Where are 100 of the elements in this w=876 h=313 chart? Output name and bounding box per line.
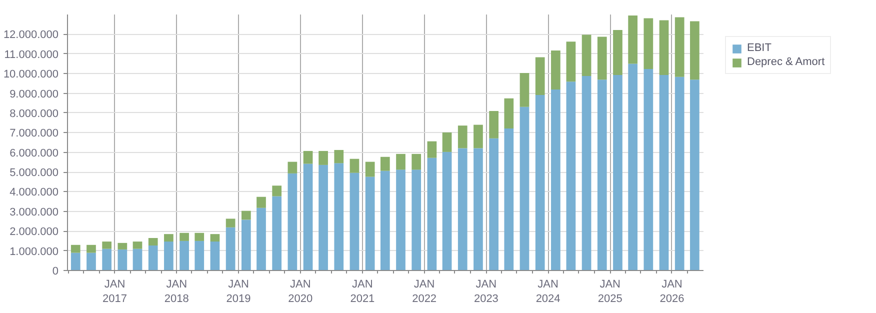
bar	[180, 232, 189, 241]
bar	[272, 196, 282, 270]
bar	[70, 252, 80, 270]
x-tick-label: JAN 2022	[412, 278, 437, 305]
y-tick-label: 9.000.000	[10, 88, 58, 100]
bar	[659, 20, 669, 75]
bar	[334, 150, 344, 164]
bar	[148, 245, 158, 270]
bar	[226, 218, 236, 228]
bar	[288, 173, 298, 270]
legend-label: Deprec & Amort	[747, 56, 825, 68]
bar	[551, 50, 560, 90]
bar	[442, 152, 452, 270]
bar	[442, 132, 452, 152]
bar	[396, 170, 406, 270]
bar	[272, 186, 282, 196]
y-tick-label: 0	[52, 266, 59, 278]
y-tick-label: 5.000.000	[10, 167, 58, 180]
bar	[690, 21, 700, 80]
y-tick-label: 1.000.000	[10, 246, 58, 258]
bar	[194, 232, 204, 241]
bar	[458, 126, 468, 148]
bar	[164, 234, 174, 242]
x-tick-label: JAN 2023	[474, 278, 498, 305]
bar	[628, 15, 638, 64]
bar	[489, 138, 498, 270]
x-tick-label: JAN 2026	[660, 278, 684, 305]
bar	[380, 156, 390, 171]
bar	[597, 80, 607, 270]
bar	[102, 248, 112, 270]
bar	[350, 172, 360, 270]
bar	[674, 76, 684, 270]
bar	[644, 69, 654, 270]
bar	[256, 196, 266, 208]
bar	[489, 110, 498, 138]
y-tick-label: 8.000.000	[10, 108, 58, 120]
bar	[241, 220, 251, 270]
bar	[396, 154, 406, 170]
bar	[318, 164, 328, 270]
bar	[318, 150, 328, 165]
bar	[70, 244, 80, 253]
bar	[365, 162, 375, 177]
bar	[412, 154, 422, 170]
bar	[241, 210, 251, 220]
y-tick-label: 4.000.000	[10, 186, 58, 199]
bar	[118, 249, 128, 270]
y-tick-label: 12.000.000	[3, 29, 59, 42]
bar	[86, 244, 96, 253]
bar	[674, 17, 684, 77]
bar	[132, 248, 142, 270]
bar	[350, 158, 360, 173]
bar	[690, 80, 700, 270]
bar	[303, 164, 313, 270]
bar	[303, 150, 313, 164]
x-tick-label: JAN 2025	[598, 278, 622, 305]
bar	[412, 170, 422, 270]
bar	[288, 162, 298, 174]
bar	[566, 42, 576, 82]
bar	[118, 242, 128, 250]
bar	[644, 18, 654, 70]
bar	[520, 72, 530, 107]
bar	[535, 57, 545, 96]
bar	[582, 76, 592, 270]
bar	[180, 240, 189, 270]
bar	[458, 148, 468, 270]
bar	[210, 242, 220, 270]
x-tick-label: JAN 2024	[536, 278, 560, 305]
y-tick-label: 3.000.000	[10, 206, 58, 218]
x-tick-label: JAN 2020	[288, 278, 313, 305]
bar	[427, 141, 437, 158]
x-tick-label: JAN 2019	[226, 278, 251, 305]
bar	[194, 240, 204, 270]
x-tick-label: JAN 2017	[102, 278, 128, 305]
y-tick-label: 7.000.000	[10, 128, 58, 140]
bar	[504, 98, 514, 129]
bar	[132, 242, 142, 249]
bar	[535, 95, 545, 270]
bar	[504, 128, 514, 270]
bar	[613, 30, 622, 75]
bar	[380, 170, 390, 270]
bar	[474, 124, 483, 148]
bar	[427, 158, 437, 270]
bar	[102, 242, 112, 249]
bar	[613, 74, 622, 270]
x-tick-label: JAN 2021	[350, 278, 375, 305]
y-tick-label: 2.000.000	[10, 226, 58, 238]
bar	[256, 208, 266, 270]
bar	[210, 234, 220, 242]
y-tick-label: 11.000.000	[4, 48, 59, 61]
bar	[551, 90, 560, 270]
bar	[597, 36, 607, 80]
bar	[520, 106, 530, 270]
bar	[582, 34, 592, 76]
bar	[659, 74, 669, 270]
x-tick-label: JAN 2018	[164, 278, 189, 305]
bar	[474, 148, 483, 270]
bar	[566, 82, 576, 270]
bar	[365, 176, 375, 270]
y-tick-label: 6.000.000	[10, 147, 58, 160]
bar	[86, 252, 96, 270]
